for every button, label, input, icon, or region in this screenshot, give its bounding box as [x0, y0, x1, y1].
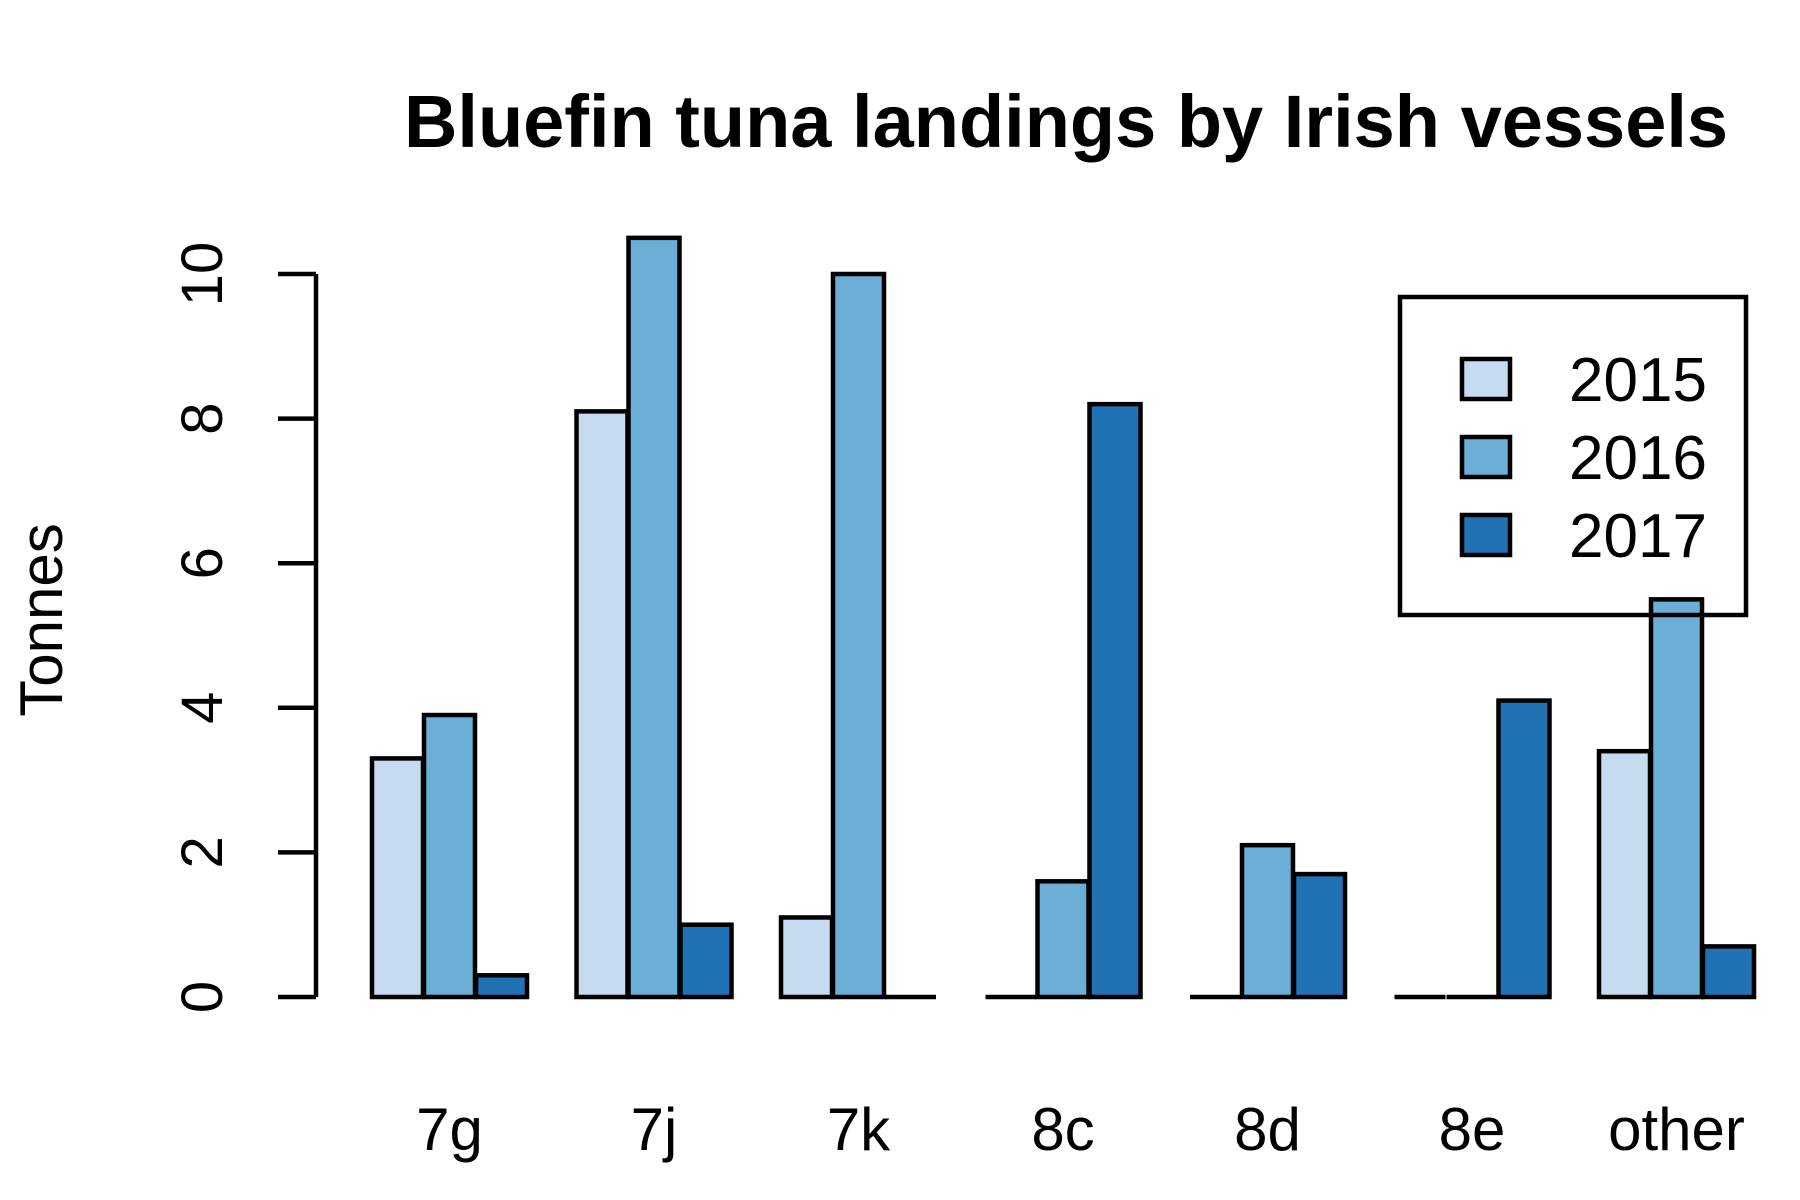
legend-swatch-2015	[1459, 356, 1513, 402]
legend: 2015 2016 2017	[1397, 294, 1749, 618]
bar-other-2016	[1648, 597, 1705, 1000]
category-labels: 7g 7j 7k 8c 8d 8e other	[416, 1096, 1745, 1163]
legend-label-2017: 2017	[1569, 502, 1707, 571]
bar-other-2015	[1596, 748, 1653, 1000]
legend-box	[1397, 294, 1749, 618]
category-label: other	[1608, 1096, 1745, 1163]
bar-7g-2017	[473, 973, 530, 1000]
category-label: 8e	[1439, 1096, 1506, 1163]
legend-swatch-2016	[1459, 434, 1513, 480]
chart-title: Bluefin tuna landings by Irish vessels	[404, 80, 1728, 163]
category-label: 7g	[416, 1096, 483, 1163]
bar-8e-2017	[1496, 698, 1552, 1000]
bar-7g-2015	[369, 756, 426, 1000]
category-label: 8d	[1234, 1096, 1301, 1163]
bar-7j-2016	[626, 235, 682, 1000]
bars	[369, 235, 1757, 1000]
bar-8d-2016	[1239, 842, 1296, 1000]
bar-7j-2015	[574, 409, 630, 1000]
category-label: 8c	[1031, 1096, 1094, 1163]
bar-8c-2016	[1035, 879, 1091, 1000]
bar-8c-2017	[1087, 401, 1143, 1000]
legend-label-2015: 2015	[1569, 346, 1707, 415]
y-tick-label: 6	[170, 547, 235, 579]
bar-8d-2017	[1291, 871, 1348, 1000]
bar-7k-2015	[778, 915, 835, 1000]
y-tick-label: 2	[170, 836, 235, 868]
bar-7j-2017	[678, 922, 734, 1000]
bar-other-2017	[1700, 944, 1757, 1000]
category-label: 7j	[631, 1096, 678, 1163]
y-tick-label: 0	[170, 981, 235, 1013]
legend-label-2016: 2016	[1569, 424, 1707, 493]
bar-7g-2016	[421, 712, 478, 1000]
category-label: 7k	[827, 1096, 891, 1163]
legend-swatch-2017	[1459, 512, 1513, 558]
y-tick-label: 8	[170, 402, 235, 434]
y-tick-label: 4	[170, 692, 235, 724]
y-axis: 0 2 4 6 8 10	[170, 242, 319, 1013]
bar-7k-2016	[830, 271, 887, 1000]
y-axis-label: Tonnes	[8, 523, 75, 716]
y-tick-label: 10	[170, 242, 235, 307]
